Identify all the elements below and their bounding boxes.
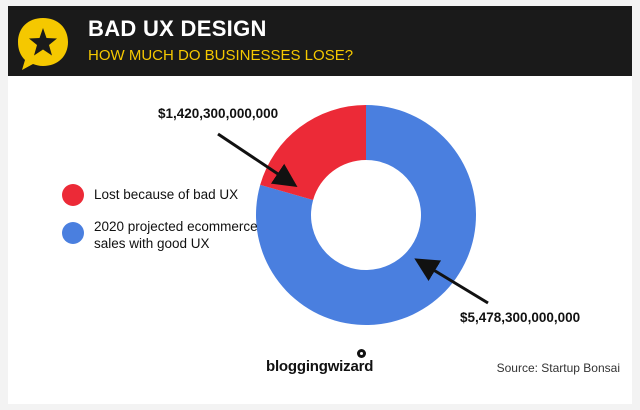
value-label-lost: $1,420,300,000,000 [158, 106, 279, 121]
legend-swatch-red [62, 184, 84, 206]
legend-item-projected: 2020 projected ecommerce sales with good… [62, 218, 264, 252]
star-speech-bubble-icon [18, 18, 68, 70]
legend-swatch-blue [62, 222, 84, 244]
page-subtitle: HOW MUCH DO BUSINESSES LOSE? [88, 47, 354, 64]
value-label-projected: $5,478,300,000,000 [460, 310, 581, 325]
source-note: Source: Startup Bonsai [496, 361, 620, 375]
legend-label: Lost because of bad UX [94, 187, 239, 202]
brand-logo: bloggingwizard [266, 358, 374, 375]
donut-chart [217, 105, 489, 325]
header-bar: BAD UX DESIGN HOW MUCH DO BUSINESSES LOS… [8, 6, 632, 76]
legend-label: 2020 projected ecommerce sales with good… [94, 219, 258, 251]
legend-item-lost: Lost because of bad UX [62, 184, 264, 206]
brand-mark-icon [357, 349, 366, 358]
page-title: BAD UX DESIGN [88, 16, 267, 41]
infographic-card: BAD UX DESIGN HOW MUCH DO BUSINESSES LOS… [8, 6, 632, 404]
annotation-arrow-lost [217, 132, 298, 187]
annotation-arrow-projected [414, 258, 489, 305]
